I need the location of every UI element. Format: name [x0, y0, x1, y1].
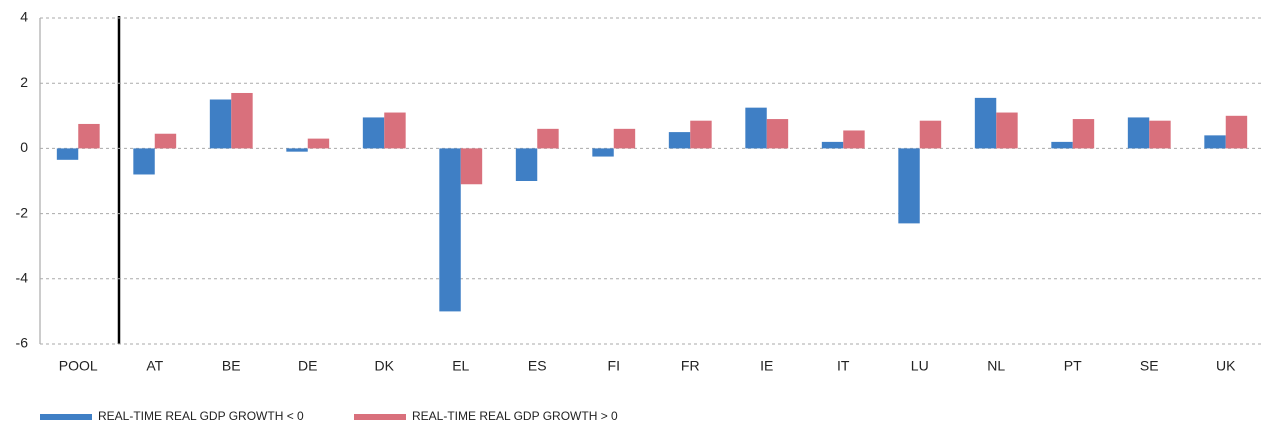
x-tick-label: DE [298, 358, 317, 374]
x-tick-label: FR [681, 358, 700, 374]
y-tick-label: 0 [20, 139, 28, 155]
legend-swatch [354, 414, 406, 420]
bar [362, 117, 385, 149]
bar [898, 148, 920, 224]
bar [133, 148, 155, 175]
x-tick-label: IT [837, 358, 850, 374]
bar [307, 138, 330, 149]
legend-label: REAL-TIME REAL GDP GROWTH > 0 [412, 409, 618, 423]
bar [384, 112, 406, 149]
plot: -6 -4 -2 0 2 4 POOL AT BE DE DK EL ES FI FR IE IT LU NL PT S… [16, 9, 1264, 423]
y-tick-label: 2 [20, 74, 28, 90]
bar [460, 148, 483, 185]
x-tick-label: ES [528, 358, 547, 374]
x-tick-label: DK [375, 358, 395, 374]
y-tick-label: -4 [16, 270, 29, 286]
bar [439, 148, 461, 312]
bar [745, 107, 767, 149]
y-tick-label: -6 [16, 335, 29, 351]
bar [56, 148, 79, 160]
legend-label: REAL-TIME REAL GDP GROWTH < 0 [98, 409, 304, 423]
bar [1127, 117, 1150, 149]
bar [1149, 120, 1171, 149]
bar [78, 123, 100, 149]
bar [1225, 115, 1248, 149]
legend: REAL-TIME REAL GDP GROWTH < 0 REAL-TIME R… [40, 409, 618, 423]
bar [209, 99, 232, 149]
y-tick-label: 4 [20, 9, 28, 25]
bar [974, 97, 997, 149]
x-tick-label: BE [222, 358, 241, 374]
bar [1072, 119, 1095, 149]
legend-swatch [40, 414, 92, 420]
x-tick-label: UK [1216, 358, 1236, 374]
bar [843, 130, 865, 149]
bar [766, 119, 789, 149]
bar [515, 148, 538, 181]
x-tick-label: NL [987, 358, 1005, 374]
bar [996, 112, 1018, 149]
x-tick-label: SE [1140, 358, 1159, 374]
x-tick-label: POOL [59, 358, 98, 374]
x-tick-label: AT [146, 358, 163, 374]
x-tick-label: PT [1064, 358, 1082, 374]
x-tick-label: IE [760, 358, 773, 374]
bar [154, 133, 177, 149]
bar [690, 120, 712, 149]
y-tick-label: -2 [16, 204, 29, 220]
x-tick-label: LU [911, 358, 929, 374]
bar [613, 128, 636, 149]
bar [231, 92, 253, 149]
x-tick-label: FI [608, 358, 620, 374]
bar [1051, 141, 1073, 149]
x-tick-label: EL [452, 358, 469, 374]
bar [537, 128, 559, 149]
bar [1204, 135, 1226, 149]
bar [592, 148, 614, 157]
bar [286, 148, 308, 152]
bar [668, 132, 691, 149]
bar [919, 120, 942, 149]
bar [821, 141, 844, 149]
